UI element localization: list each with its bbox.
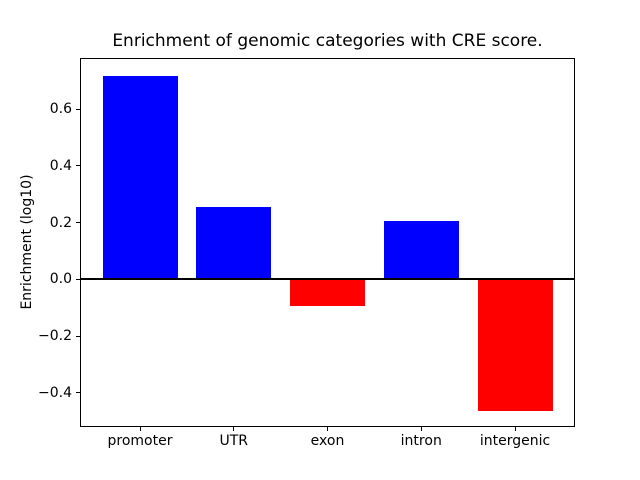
x-tick-label-intron: intron [400,433,442,449]
x-tick-mark [327,427,328,431]
y-tick-label: 0.0 [49,271,72,288]
y-tick-label: −0.4 [38,384,72,401]
x-tick-mark [139,427,141,431]
x-tick-label-exon: exon [310,433,345,449]
y-tick-label: 0.2 [49,214,72,231]
bar-intron [383,221,459,280]
bar-exon [290,279,365,306]
chart-title: Enrichment of genomic categories with CR… [112,31,543,51]
y-tick-label: −0.2 [38,328,72,345]
y-tick-mark [76,165,80,167]
bar-promoter [102,75,178,280]
y-tick-label: 0.4 [49,157,72,174]
y-tick-label: 0.6 [49,101,72,118]
y-tick-mark [76,392,80,394]
x-tick-label-UTR: UTR [219,433,249,449]
x-tick-label-promoter: promoter [107,433,173,449]
x-tick-mark [514,427,516,431]
y-tick-mark [76,108,80,110]
y-tick-mark [76,335,80,337]
x-tick-label-intergenic: intergenic [479,433,551,449]
bar-UTR [196,207,272,280]
x-tick-mark [420,427,422,431]
y-tick-mark [76,222,80,224]
y-axis-label: Enrichment (log10) [19,174,35,310]
x-tick-mark [233,427,235,431]
bar-intergenic [477,279,553,412]
zero-line [80,278,575,281]
y-tick-mark [76,278,80,280]
